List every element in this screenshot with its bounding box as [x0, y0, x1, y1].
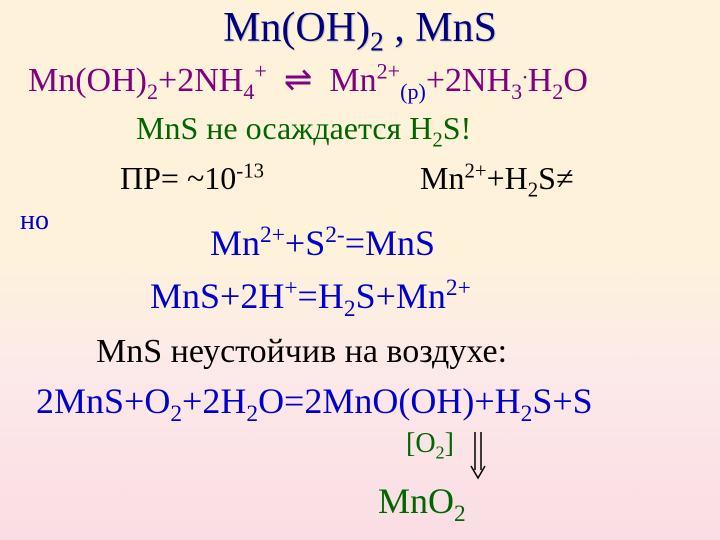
equation-mn-h2s: Mn2++H2S≠ — [420, 160, 574, 197]
note-h2s: MnS не осаждается H2S! — [136, 110, 471, 147]
label-but: но — [20, 205, 49, 237]
equation-mns-acid: MnS+2H+=H2S+Mn2+ — [150, 275, 471, 317]
product-mno2: MnO2 — [378, 480, 466, 522]
arrow-down-icon — [470, 430, 488, 480]
label-o2: [O2] — [406, 428, 454, 460]
note-air: MnS неустойчив на воздухе: — [96, 333, 507, 371]
equation-oxidation: 2MnS+O2+2H2O=2MnO(OH)+H2S+S — [36, 380, 593, 422]
title: Mn(OH)2 , MnS — [0, 4, 720, 52]
equation-ammonium: Mn(OH)2+2NH4+ ⇌ Mn2+(р)+2NH3.H2O — [28, 60, 588, 100]
equation-mns-form: Mn2++S2-=MnS — [210, 222, 435, 264]
solubility-product: ПР= ~10-13 — [120, 160, 264, 197]
